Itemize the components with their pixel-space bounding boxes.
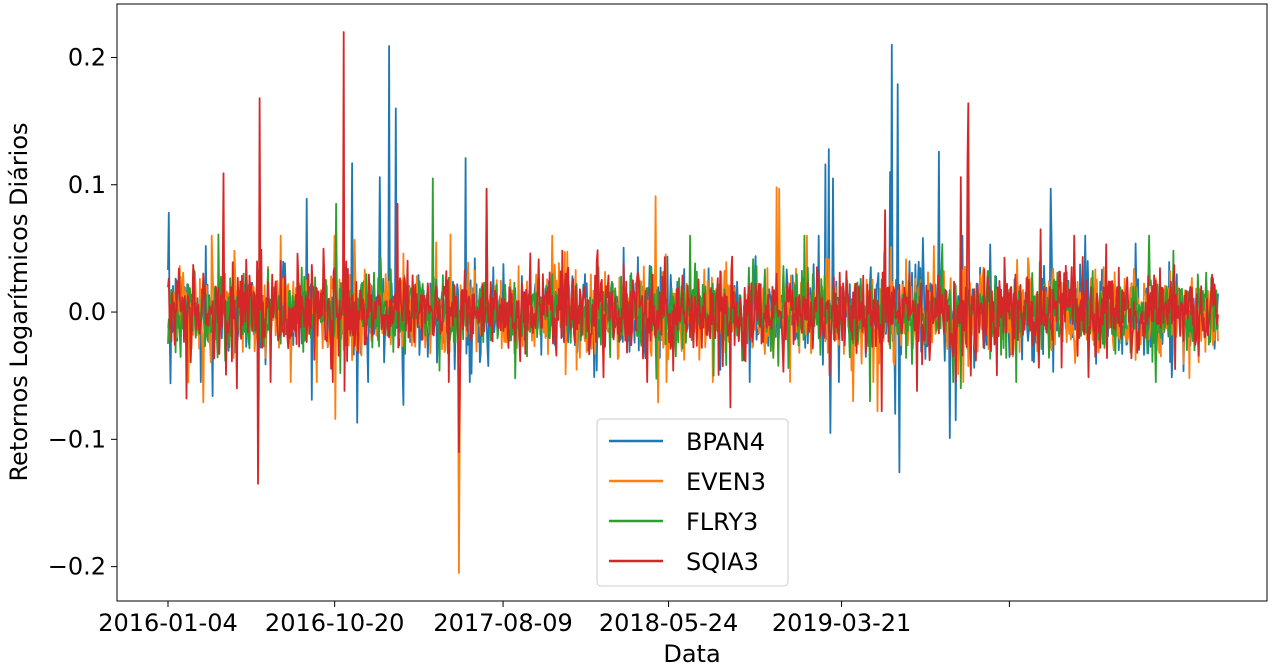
x-tick-label: 2016-10-20 [265,609,404,637]
series-line-sqia3 [167,31,1219,485]
y-tick-label: 0.1 [68,171,106,199]
y-tick-label: −0.2 [48,553,106,581]
x-tick-label: 2018-05-24 [599,609,738,637]
legend-label-sqia3: SQIA3 [686,548,759,576]
legend: BPAN4 EVEN3 FLRY3 SQIA3 [596,418,789,587]
plot-frame [116,3,1268,602]
legend-label-flry3: FLRY3 [686,508,758,536]
legend-label-even3: EVEN3 [686,468,766,496]
series-layer [167,31,1219,574]
legend-frame [596,418,789,587]
y-tick-label: 0.2 [68,43,106,71]
x-tick-label: 2017-08-09 [433,609,572,637]
y-axis-label: Retornos Logarítmicos Diários [5,122,33,481]
x-tick-label: 2019-03-21 [772,609,911,637]
legend-label-bpan4: BPAN4 [686,428,765,456]
y-tick-label: −0.1 [48,425,106,453]
x-axis: 2016-01-04 2016-10-20 2017-08-09 2018-05-24… [98,601,1010,637]
series-line-bpan4 [167,43,1219,474]
x-tick-label: 2016-01-04 [98,609,237,637]
y-tick-label: 0.0 [68,298,106,326]
x-axis-label: Data [663,640,720,668]
y-axis: 0.2 0.1 0.0 −0.1 −0.2 [48,43,117,581]
